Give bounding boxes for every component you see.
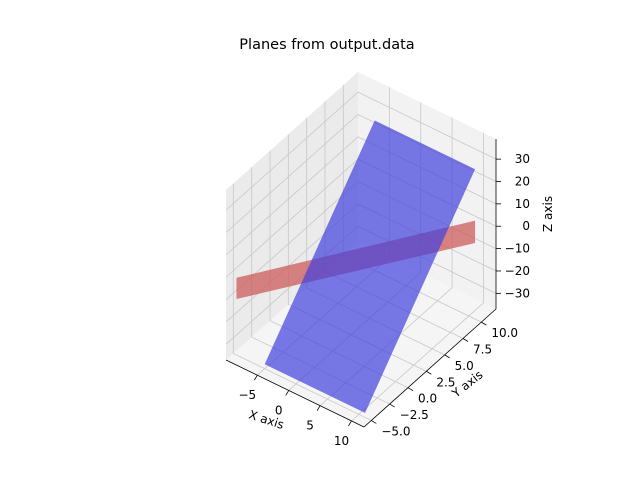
y-tick-label: −5.0 [381, 424, 410, 438]
y-tick-label: 5.0 [455, 359, 474, 373]
x-tick-label: 10 [334, 434, 349, 448]
y-tick-mark [371, 420, 377, 424]
y-tick-label: 2.5 [436, 375, 455, 389]
z-axis-label: Z axis [541, 196, 555, 232]
x-tick-label: −5 [239, 388, 257, 402]
plot-surfaces [236, 120, 476, 413]
y-tick-label: −2.5 [400, 408, 429, 422]
y-tick-label: 0.0 [418, 392, 437, 406]
x-tick-label: 0 [275, 403, 283, 417]
y-tick-mark [481, 321, 487, 326]
grid-line-z [225, 91, 497, 211]
y-tick-mark [407, 387, 414, 392]
z-tick-label: 20 [515, 175, 530, 189]
tick-labels: −5 0 5 10 −5.0 −2.5 0.0 2.55.0 7.5 10.0 −30 −20 −10 0… [239, 152, 530, 448]
z-tick-label: 10 [515, 197, 530, 211]
x-tick-mark [285, 390, 290, 396]
y-tick-mark [462, 338, 469, 342]
y-tick-mark [426, 370, 432, 375]
y-tick-label: 7.5 [473, 343, 492, 357]
z-tick-label: −30 [505, 286, 530, 300]
z-tick-label: 0 [522, 219, 530, 233]
grid-line-y [232, 183, 372, 421]
x-tick-label: 5 [306, 419, 314, 433]
y-tick-label: 10.0 [491, 326, 518, 340]
axis-lines [225, 139, 501, 428]
y-tick-mark [444, 354, 450, 359]
chart-title: Planes from output.data [239, 37, 414, 53]
plane-surface-2 [264, 120, 476, 413]
y-axis-line [363, 308, 497, 428]
z-tick-label: −10 [505, 242, 530, 256]
x-tick-mark [316, 405, 321, 411]
y-tick-mark [389, 403, 395, 408]
x-tick-mark [254, 375, 258, 381]
z-tick-label: −20 [505, 264, 530, 278]
z-tick-label: 30 [515, 152, 530, 166]
x-axis-line [225, 359, 365, 428]
x-tick-mark [348, 420, 352, 427]
